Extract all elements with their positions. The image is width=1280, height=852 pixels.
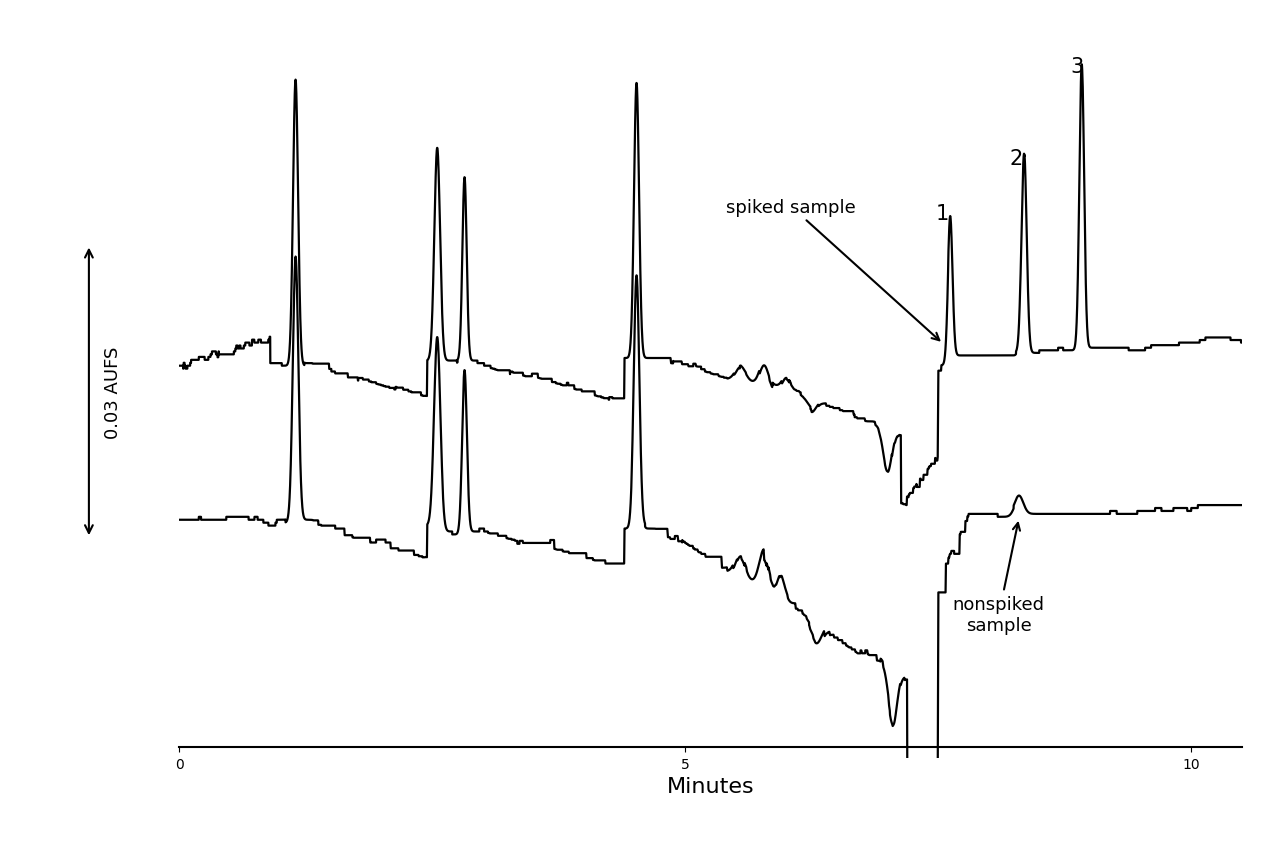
Text: 3: 3 (1070, 57, 1083, 78)
X-axis label: Minutes: Minutes (667, 776, 754, 797)
Text: 1: 1 (936, 204, 948, 224)
Text: 2: 2 (1010, 149, 1023, 169)
Text: nonspiked
sample: nonspiked sample (952, 523, 1044, 634)
Text: spiked sample: spiked sample (727, 199, 940, 341)
Text: 0.03 AUFS: 0.03 AUFS (105, 346, 123, 438)
